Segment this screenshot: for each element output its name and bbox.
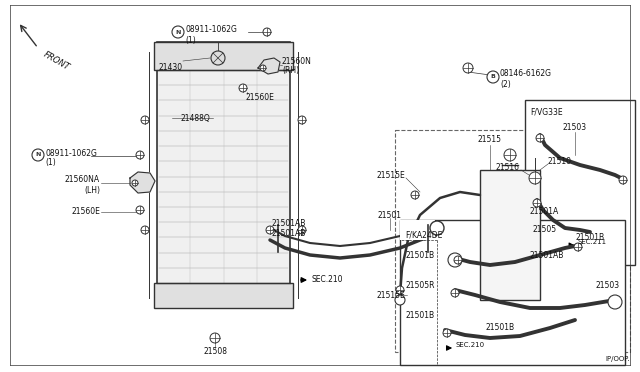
Text: IP/OOP.: IP/OOP. — [605, 356, 630, 362]
Text: (RH): (RH) — [282, 65, 299, 74]
Text: 21501B: 21501B — [485, 324, 515, 333]
Circle shape — [298, 116, 306, 124]
Circle shape — [463, 63, 473, 73]
Text: 08146-6162G: 08146-6162G — [500, 70, 552, 78]
Circle shape — [263, 28, 271, 36]
Circle shape — [298, 226, 306, 234]
Text: SEC.210: SEC.210 — [456, 342, 485, 348]
Text: 21505: 21505 — [533, 225, 557, 234]
Text: F/VG33E: F/VG33E — [530, 108, 563, 116]
Text: SEC.210: SEC.210 — [312, 276, 344, 285]
Text: 21560E: 21560E — [245, 93, 274, 102]
Circle shape — [260, 65, 266, 71]
Text: 21560NA: 21560NA — [65, 176, 100, 185]
Circle shape — [136, 206, 144, 214]
Text: 21501AB: 21501AB — [272, 219, 307, 228]
Text: 21488Q: 21488Q — [180, 113, 210, 122]
Bar — [400, 220, 625, 365]
Text: 21515: 21515 — [478, 135, 502, 144]
Bar — [480, 170, 540, 300]
Text: 21501B: 21501B — [575, 234, 604, 243]
Text: N: N — [35, 153, 41, 157]
Text: 21515E: 21515E — [376, 170, 405, 180]
Text: 21430: 21430 — [159, 63, 183, 72]
Text: 08911-1062G: 08911-1062G — [185, 26, 237, 35]
Text: 21501: 21501 — [378, 211, 402, 219]
Circle shape — [266, 226, 274, 234]
Text: 21501AB: 21501AB — [272, 228, 307, 237]
Text: FRONT: FRONT — [42, 50, 72, 72]
Text: 21510: 21510 — [548, 157, 572, 167]
Circle shape — [396, 286, 404, 294]
Text: 21501A: 21501A — [530, 208, 559, 217]
Text: 21516: 21516 — [496, 164, 520, 173]
Circle shape — [411, 191, 419, 199]
Circle shape — [533, 199, 541, 207]
Circle shape — [451, 289, 459, 297]
Text: F/KA24DE: F/KA24DE — [405, 231, 442, 240]
Circle shape — [608, 295, 622, 309]
Text: 21501B: 21501B — [405, 311, 434, 320]
Polygon shape — [258, 58, 280, 74]
Circle shape — [141, 116, 149, 124]
Text: 08911-1062G: 08911-1062G — [45, 148, 97, 157]
Text: 21501B: 21501B — [405, 250, 434, 260]
Circle shape — [487, 71, 499, 83]
Circle shape — [430, 221, 444, 235]
Text: 21505R: 21505R — [405, 280, 435, 289]
Text: 21508: 21508 — [203, 347, 227, 356]
Circle shape — [132, 180, 138, 186]
Bar — [400, 220, 435, 240]
Text: SEC.211: SEC.211 — [578, 239, 607, 245]
Text: (1): (1) — [185, 35, 196, 45]
Bar — [157, 42, 290, 308]
Bar — [154, 42, 293, 70]
Text: 21515E: 21515E — [376, 291, 405, 299]
Text: N: N — [175, 29, 180, 35]
Circle shape — [529, 172, 541, 184]
Circle shape — [536, 134, 544, 142]
Text: 21501AB: 21501AB — [530, 250, 564, 260]
Text: (2): (2) — [500, 80, 511, 89]
Polygon shape — [130, 172, 155, 193]
Circle shape — [504, 149, 516, 161]
Bar — [395, 130, 630, 352]
Text: 21503: 21503 — [595, 280, 619, 289]
Circle shape — [211, 51, 225, 65]
Text: B: B — [491, 74, 495, 80]
Circle shape — [172, 26, 184, 38]
Circle shape — [141, 226, 149, 234]
Circle shape — [395, 295, 405, 305]
Circle shape — [239, 84, 247, 92]
Circle shape — [448, 253, 462, 267]
Circle shape — [32, 149, 44, 161]
Text: (1): (1) — [45, 158, 56, 167]
Circle shape — [210, 333, 220, 343]
Bar — [154, 283, 293, 308]
Text: 21560E: 21560E — [71, 208, 100, 217]
Circle shape — [443, 329, 451, 337]
Text: 21503: 21503 — [563, 124, 587, 132]
Circle shape — [136, 151, 144, 159]
Text: (LH): (LH) — [84, 186, 100, 195]
Circle shape — [454, 256, 462, 264]
Circle shape — [619, 176, 627, 184]
Bar — [525, 100, 635, 265]
Circle shape — [574, 243, 582, 251]
Text: 21560N: 21560N — [282, 58, 312, 67]
